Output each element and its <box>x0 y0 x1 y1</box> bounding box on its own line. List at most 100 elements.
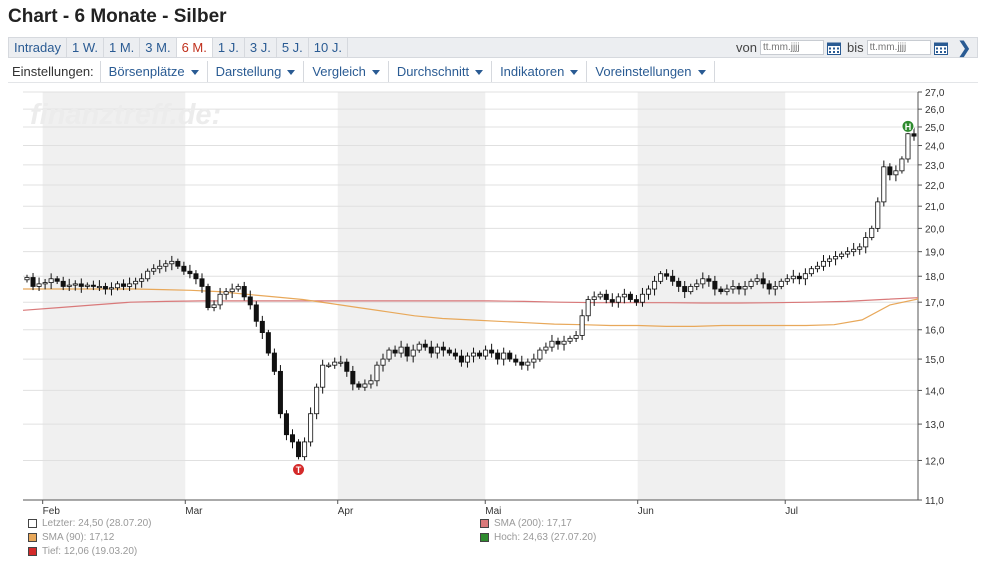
y-tick-label: 23,0 <box>925 161 945 172</box>
candle-body <box>235 286 241 290</box>
settings-menus: Börsenplätze Darstellung Vergleich Durchsch… <box>101 61 715 82</box>
candle-body <box>458 355 464 363</box>
candle-body <box>694 283 700 287</box>
candle-body <box>700 278 706 285</box>
range-button[interactable]: 6 M. <box>176 38 213 57</box>
candle-body <box>748 280 754 287</box>
candle-body <box>857 246 863 250</box>
sma200-line <box>22 297 919 311</box>
candle-body <box>211 304 217 308</box>
range-button[interactable]: 1 M. <box>104 38 141 57</box>
range-button[interactable]: 10 J. <box>309 38 348 57</box>
candle-body <box>114 283 121 289</box>
y-tick-label: 20,0 <box>925 224 945 235</box>
candle-body <box>658 273 664 282</box>
candle-body <box>513 358 519 363</box>
candle-body <box>585 299 591 317</box>
y-tick-label: 22,0 <box>925 181 945 192</box>
candle-body <box>670 275 676 282</box>
legend-swatch <box>28 533 37 542</box>
candle-body <box>531 358 537 363</box>
calendar-icon[interactable] <box>826 41 841 55</box>
range-toolbar: Intraday 1 W. 1 M. 3 M. 6 M. 1 J. 3 J. 5 J. 10 J… <box>8 37 978 58</box>
candle-body <box>422 343 428 348</box>
candle-body <box>271 352 277 372</box>
candle-body <box>108 287 114 290</box>
candle-body <box>30 277 36 287</box>
candle-body <box>308 413 314 443</box>
low-marker-label: T <box>296 465 302 475</box>
candle-body <box>380 358 386 366</box>
candle-body <box>440 346 446 351</box>
candle-body <box>796 275 802 280</box>
range-button[interactable]: Intraday <box>9 38 67 57</box>
settings-dropdown[interactable]: Indikatoren <box>492 61 588 82</box>
candle-body <box>905 133 911 160</box>
candle-body <box>133 280 139 285</box>
candle-body <box>386 349 392 360</box>
candle-body <box>253 304 259 322</box>
x-tick-label: Mar <box>185 506 203 517</box>
candle-body <box>84 284 90 287</box>
candle-body <box>428 346 434 354</box>
candle-body <box>652 280 658 290</box>
candle-body <box>609 299 615 303</box>
candle-body <box>326 364 332 367</box>
candle-body <box>471 352 477 357</box>
candle-body <box>296 441 302 458</box>
candle-body <box>549 340 555 348</box>
candle-body <box>893 170 899 176</box>
candle-body <box>615 296 621 303</box>
to-date-input[interactable] <box>866 40 931 55</box>
x-tick-label: Apr <box>338 506 354 517</box>
candle-body <box>338 361 344 364</box>
legend-sma90: SMA (90): 17,12 <box>28 532 114 543</box>
settings-dropdown[interactable]: Durchschnitt <box>389 61 493 82</box>
calendar-icon[interactable] <box>933 41 948 55</box>
candle-body <box>356 383 362 388</box>
candle-body <box>302 441 308 458</box>
from-date-input[interactable] <box>759 40 824 55</box>
candle-body <box>42 282 48 285</box>
legend-swatch <box>480 533 489 542</box>
candle-body <box>151 268 157 272</box>
candle-body <box>573 335 579 339</box>
candle-body <box>730 286 736 290</box>
candle-body <box>887 166 893 176</box>
range-button[interactable]: 5 J. <box>277 38 309 57</box>
candle-body <box>54 278 60 282</box>
legend-last-text: Letzter: 24,50 (28.07.20) <box>42 518 152 529</box>
range-button[interactable]: 3 M. <box>140 38 177 57</box>
chevron-right-icon[interactable]: ❯ <box>957 39 971 57</box>
x-tick-label: Feb <box>43 506 61 517</box>
range-button[interactable]: 3 J. <box>245 38 277 57</box>
candle-body <box>169 260 175 265</box>
settings-dropdown[interactable]: Voreinstellungen <box>587 61 715 82</box>
settings-dropdown[interactable]: Darstellung <box>208 61 305 82</box>
to-label: bis <box>846 40 864 55</box>
high-marker-label: H <box>905 122 912 132</box>
candle-body <box>790 275 796 280</box>
settings-dropdown[interactable]: Börsenplätze <box>101 61 208 82</box>
candle-body <box>724 288 730 293</box>
range-button[interactable]: 1 W. <box>67 38 104 57</box>
range-button[interactable]: 1 J. <box>213 38 245 57</box>
candle-body <box>157 265 163 270</box>
candle-body <box>808 268 814 275</box>
candle-body <box>633 299 639 303</box>
candle-body <box>229 288 235 293</box>
candle-body <box>241 286 247 298</box>
candle-body <box>404 346 410 357</box>
candle-body <box>881 166 887 203</box>
settings-dropdown[interactable]: Vergleich <box>304 61 389 82</box>
y-tick-label: 11,0 <box>925 496 944 507</box>
candle-body <box>561 340 567 345</box>
candle-body <box>718 288 724 293</box>
legend-swatch <box>28 519 37 528</box>
candle-body <box>60 280 66 287</box>
candle-body <box>374 364 380 382</box>
candle-body <box>766 283 772 290</box>
settings-label: Einstellungen: <box>8 61 101 82</box>
candle-body <box>259 320 265 333</box>
candle-body <box>712 280 718 290</box>
